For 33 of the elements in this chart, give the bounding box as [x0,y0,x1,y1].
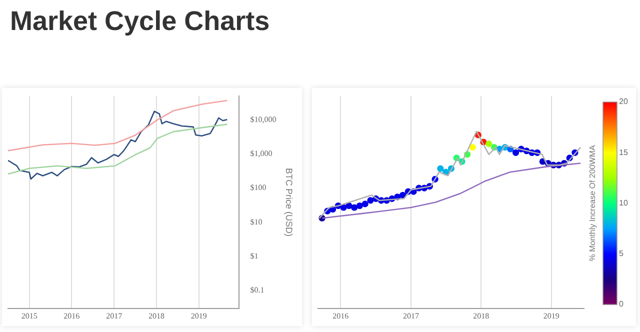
x-tick-label: 2019 [190,311,207,320]
chart-title: Market Cycle Charts [10,6,270,37]
color-bar-label: 20 [619,97,628,106]
y-tick-label: $0.1 [250,286,264,295]
x-tick-label: 2016 [64,311,80,320]
point [346,202,352,210]
color-bar-label: 5 [619,249,624,258]
color-bar-title: % Monthly Increase Of 200WMA [588,144,598,262]
point [356,202,364,210]
y-tick-label: $10 [250,217,262,226]
x-tick-label: 2018 [148,311,164,320]
y-axis-title: BTC Price (USD) [284,168,294,236]
color-bar-label: 15 [619,148,628,157]
x-tick-label: 2017 [106,311,122,320]
point [512,149,520,156]
point [469,144,476,151]
x-tick-label: 2019 [543,311,560,320]
x-tick-label: 2017 [403,311,420,320]
point [351,204,358,211]
x-tick-label: 2018 [473,311,490,320]
x-tick-label: 2016 [332,311,349,320]
color-bar-label: 10 [619,198,628,208]
point [399,192,406,198]
y-tick-label: $1 [250,252,258,261]
y-tick-label: $1,000 [250,149,272,158]
color-bar-label: 0 [619,300,624,309]
y-tick-label: $10,000 [250,114,276,124]
point [362,200,368,208]
point [486,140,492,148]
point [367,197,374,204]
x-tick-label: 2015 [21,311,38,320]
y-tick-label: $100 [250,183,266,192]
point [437,165,444,172]
